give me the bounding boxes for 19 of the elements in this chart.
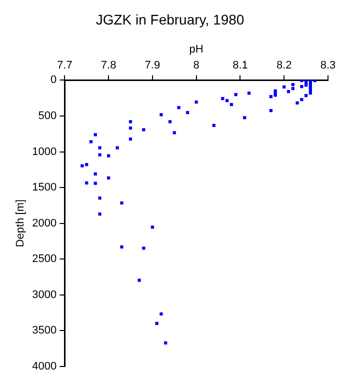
y-axis-title: Depth [m] xyxy=(14,199,27,248)
x-tick-label: 8 xyxy=(193,60,200,72)
y-tick-label: 3500 xyxy=(32,324,57,337)
x-axis-title: pH xyxy=(189,43,204,56)
y-tick-label: 1000 xyxy=(32,146,57,158)
y-tick-label: 500 xyxy=(38,110,57,122)
x-tick-label: 8.2 xyxy=(276,60,292,72)
x-tick-label: 8.3 xyxy=(320,60,336,72)
y-tick-label: 2500 xyxy=(32,253,57,266)
y-tick-label: 2000 xyxy=(32,217,57,230)
x-tick-label: 7.8 xyxy=(100,60,116,72)
x-tick-label: 7.9 xyxy=(144,60,160,72)
y-tick-label: 4000 xyxy=(32,360,57,372)
x-tick-label: 8.1 xyxy=(232,60,248,72)
chart-title: JGZK in February, 1980 xyxy=(96,11,244,28)
y-tick-label: 1500 xyxy=(32,182,57,194)
x-tick-label: 7.7 xyxy=(57,60,72,72)
y-tick-label: 0 xyxy=(50,74,57,86)
y-tick-label: 3000 xyxy=(32,288,57,301)
